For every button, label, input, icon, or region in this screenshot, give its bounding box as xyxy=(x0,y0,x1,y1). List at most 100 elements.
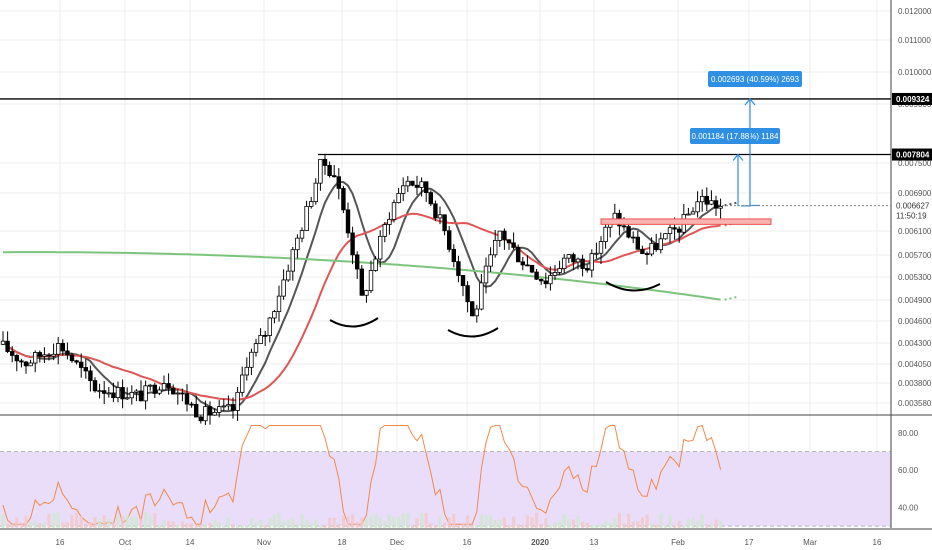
candle-body xyxy=(557,268,562,273)
volume-bar xyxy=(102,515,106,528)
volume-bar xyxy=(65,522,69,528)
candle-body xyxy=(253,343,259,353)
candle-body xyxy=(189,403,194,406)
volume-bar xyxy=(581,521,585,528)
candle-body xyxy=(33,352,38,364)
annotations-layer: 0.001184 (17.88%) 1184 0.002693 (40.59%) … xyxy=(0,71,891,338)
candle-body xyxy=(327,165,332,177)
volume-bar xyxy=(594,525,598,528)
volume-bar xyxy=(282,521,286,528)
volume-bar xyxy=(226,517,230,528)
candle-body xyxy=(198,416,203,422)
price-tick-label: 0.006100 xyxy=(898,227,932,236)
volume-bar xyxy=(424,512,428,528)
candle-body xyxy=(377,235,383,260)
candle-body xyxy=(488,254,493,267)
volume-layer xyxy=(1,512,723,528)
volume-bar xyxy=(714,519,718,528)
candle-body xyxy=(42,354,47,357)
volume-bar xyxy=(567,518,571,528)
candle-body xyxy=(308,201,314,207)
volume-bar xyxy=(24,515,28,528)
candle-body xyxy=(437,214,443,219)
candle-body xyxy=(479,282,484,310)
candle-body xyxy=(364,290,369,296)
volume-bar xyxy=(130,516,134,528)
candle-body xyxy=(446,230,452,250)
candle-body xyxy=(677,228,682,233)
volume-bar xyxy=(153,512,157,528)
candle-body xyxy=(157,389,162,394)
time-tick-label: 2020 xyxy=(531,538,549,547)
candle-body xyxy=(331,175,337,178)
volume-bar xyxy=(544,518,548,528)
candle-body xyxy=(644,253,650,255)
resistance-1-tag-label: 0.007804 xyxy=(896,151,930,160)
rsi-tick-label: 60.00 xyxy=(898,466,919,475)
volume-bar xyxy=(613,518,617,528)
volume-bar xyxy=(498,519,502,528)
volume-bar xyxy=(162,520,166,528)
candle-body xyxy=(414,184,420,188)
candle-body xyxy=(529,264,535,273)
volume-bar xyxy=(176,524,180,528)
volume-bar xyxy=(397,516,401,528)
volume-bar xyxy=(38,523,42,528)
volume-bar xyxy=(79,516,83,528)
volume-bar xyxy=(10,524,14,528)
candle-body xyxy=(304,206,309,231)
candle-body xyxy=(0,340,6,345)
candle-body xyxy=(341,187,346,211)
volume-bar xyxy=(332,517,336,528)
candle-body xyxy=(207,406,213,416)
candle-body xyxy=(92,380,98,392)
volume-bar xyxy=(199,524,203,528)
candle-body xyxy=(700,195,705,203)
volume-bar xyxy=(516,524,520,528)
candle-body xyxy=(272,311,277,319)
candle-body xyxy=(170,387,176,395)
volume-bar xyxy=(677,520,681,528)
price-tick-label: 0.004050 xyxy=(898,360,932,369)
resistance-2-tag-label: 0.009324 xyxy=(896,95,930,104)
candle-body xyxy=(548,275,553,285)
volume-bar xyxy=(98,518,102,528)
candle-body xyxy=(543,280,548,285)
candle-body xyxy=(497,230,502,241)
volume-bar xyxy=(654,524,658,528)
volume-bar xyxy=(70,515,74,528)
candle-body xyxy=(28,362,33,367)
volume-bar xyxy=(291,517,295,528)
candle-body xyxy=(589,253,594,271)
time-tick-label: Mar xyxy=(803,538,817,547)
candle-body xyxy=(143,385,148,402)
candle-body xyxy=(410,180,415,186)
volume-bar xyxy=(447,517,451,528)
volume-bar xyxy=(286,519,290,528)
candle-body xyxy=(672,227,677,230)
candle-body xyxy=(396,193,401,204)
candle-body xyxy=(718,205,723,209)
candle-body xyxy=(566,254,571,259)
measure-arrowhead xyxy=(732,153,744,161)
candle-body xyxy=(552,272,558,276)
volume-bar xyxy=(29,521,33,528)
volume-bar xyxy=(489,515,493,528)
volume-bar xyxy=(608,522,612,528)
volume-bar xyxy=(240,524,244,528)
candle-body xyxy=(686,213,691,216)
price-tick-label: 0.011000 xyxy=(898,36,931,45)
candle-body xyxy=(433,203,438,219)
candle-body xyxy=(193,404,199,418)
candle-body xyxy=(37,352,42,357)
candle-body xyxy=(276,295,282,312)
volume-bar xyxy=(1,514,5,528)
candle-body xyxy=(60,343,65,352)
volume-bar xyxy=(231,524,235,528)
volume-bar xyxy=(213,519,217,528)
volume-bar xyxy=(420,513,424,528)
time-tick-label: Oct xyxy=(119,538,132,547)
volume-bar xyxy=(585,522,589,528)
candle-body xyxy=(483,265,489,284)
